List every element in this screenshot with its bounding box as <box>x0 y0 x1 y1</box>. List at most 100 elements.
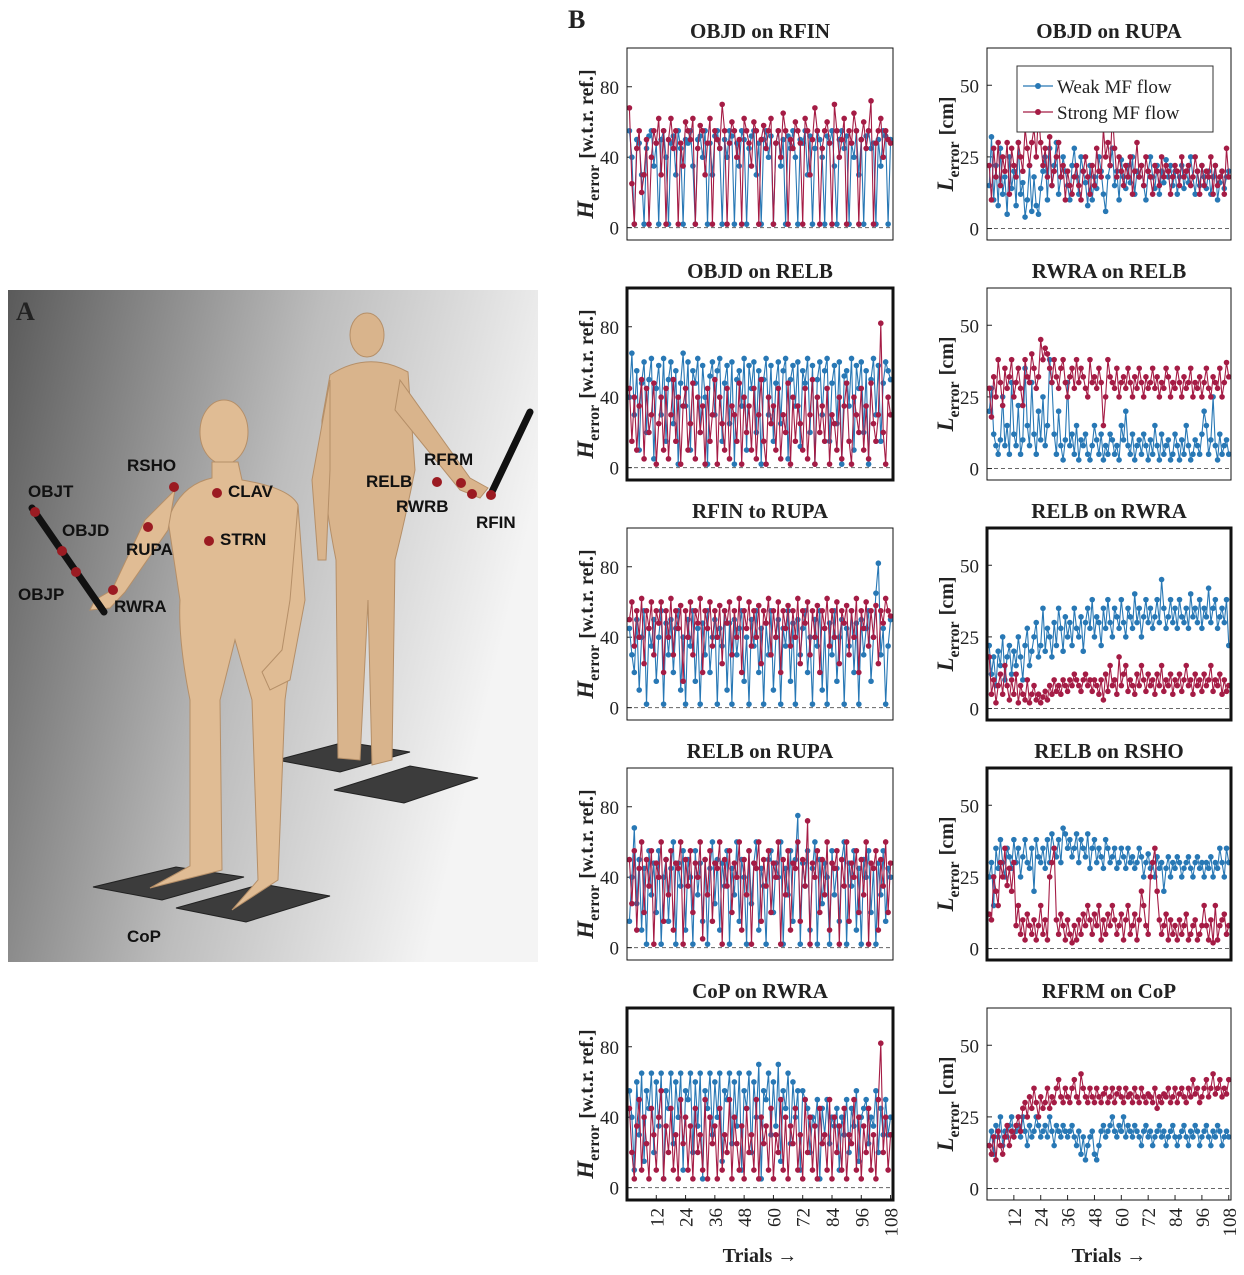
data-point <box>1181 451 1187 458</box>
marker-dot <box>143 522 153 532</box>
data-point <box>1022 697 1028 703</box>
data-point <box>677 687 684 693</box>
data-point <box>690 380 696 386</box>
data-point <box>1221 874 1228 880</box>
data-point <box>1136 917 1143 923</box>
data-point <box>763 941 769 947</box>
data-point <box>1118 379 1125 386</box>
data-point <box>1185 1085 1192 1092</box>
data-point <box>1004 1122 1010 1129</box>
data-point <box>1174 854 1181 860</box>
data-point <box>995 902 1001 909</box>
y-axis-label: Herror[w.t.r. ref.] <box>573 309 603 459</box>
data-point <box>1194 168 1201 175</box>
data-point <box>1183 422 1190 429</box>
data-point <box>1084 831 1091 837</box>
data-point <box>1149 191 1156 197</box>
data-point <box>1163 911 1169 917</box>
data-point <box>1078 688 1084 695</box>
data-point <box>1064 394 1071 400</box>
data-point <box>843 839 850 845</box>
data-point <box>687 847 694 854</box>
data-point <box>765 847 772 854</box>
data-point <box>812 839 818 845</box>
data-point <box>731 607 738 614</box>
data-point <box>1134 1094 1140 1100</box>
data-point <box>1091 374 1098 380</box>
data-point <box>834 221 840 227</box>
data-point <box>829 847 835 854</box>
data-point <box>1008 671 1015 677</box>
data-point <box>1096 845 1102 852</box>
data-point <box>807 652 813 658</box>
data-point <box>1149 625 1156 632</box>
data-point <box>848 1140 855 1147</box>
y-axis-label: Herror[w.t.r. ref.] <box>573 549 603 699</box>
data-point <box>1017 682 1024 689</box>
data-point <box>885 221 891 227</box>
data-point <box>743 941 750 947</box>
data-point <box>685 127 691 134</box>
data-point <box>670 839 677 845</box>
data-point <box>694 1149 701 1156</box>
data-point <box>790 1079 796 1085</box>
data-point <box>1075 917 1082 923</box>
data-point <box>1089 688 1096 695</box>
data-point <box>677 883 684 889</box>
data-point <box>841 620 847 626</box>
data-point <box>748 643 755 649</box>
data-point <box>1078 614 1084 620</box>
data-point <box>1062 682 1069 689</box>
marker-dot <box>486 490 496 500</box>
panel-label: B <box>568 5 585 34</box>
data-point <box>1138 888 1145 895</box>
data-point <box>1187 457 1194 463</box>
data-point <box>838 856 845 863</box>
data-point <box>1028 845 1035 852</box>
data-point <box>1058 174 1064 180</box>
x-tick-label: 48 <box>1085 1208 1106 1227</box>
data-point <box>836 941 843 947</box>
y-axis-label: Lerror[cm] <box>933 96 963 192</box>
data-point <box>1069 365 1075 372</box>
data-point <box>692 456 699 462</box>
data-point <box>1017 874 1024 880</box>
data-point <box>660 701 667 707</box>
data-point <box>1131 691 1138 698</box>
data-point <box>743 1105 750 1112</box>
data-point <box>763 461 769 467</box>
data-point <box>646 376 652 383</box>
data-point <box>670 652 677 658</box>
data-point <box>1011 394 1017 400</box>
data-point <box>724 1149 730 1156</box>
data-point <box>1174 365 1181 372</box>
data-point <box>1046 1114 1053 1120</box>
data-point <box>1194 385 1201 392</box>
data-point <box>729 701 735 707</box>
data-point <box>1140 182 1147 189</box>
data-point <box>687 420 694 427</box>
data-point <box>1091 182 1098 189</box>
data-point <box>993 442 999 449</box>
data-point <box>658 839 664 845</box>
data-point <box>1223 688 1230 695</box>
data-point <box>1055 605 1062 612</box>
data-point <box>631 643 638 649</box>
data-point <box>1167 394 1174 400</box>
data-point <box>1055 408 1062 415</box>
data-point <box>812 1123 818 1129</box>
data-point <box>816 1105 823 1112</box>
data-point <box>775 385 782 392</box>
data-point <box>777 1096 784 1103</box>
data-point <box>887 140 894 146</box>
data-point <box>1082 1094 1089 1100</box>
data-point <box>731 1079 738 1085</box>
data-point <box>1098 642 1104 649</box>
series-line <box>988 136 1230 218</box>
data-point <box>746 1149 752 1156</box>
data-point <box>1163 156 1169 163</box>
data-point <box>777 163 784 169</box>
data-point <box>1152 1085 1158 1092</box>
data-point <box>860 652 867 658</box>
data-point <box>797 420 804 427</box>
